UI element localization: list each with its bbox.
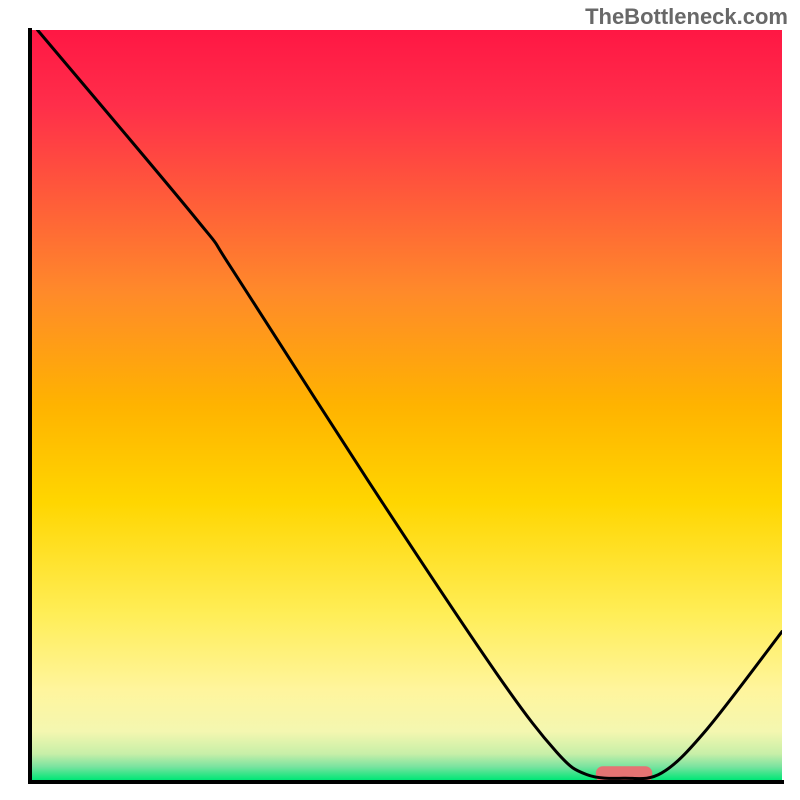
- heatmap-background: [32, 30, 782, 780]
- watermark-text: TheBottleneck.com: [585, 4, 788, 30]
- bottleneck-chart: [0, 0, 800, 800]
- chart-container: TheBottleneck.com: [0, 0, 800, 800]
